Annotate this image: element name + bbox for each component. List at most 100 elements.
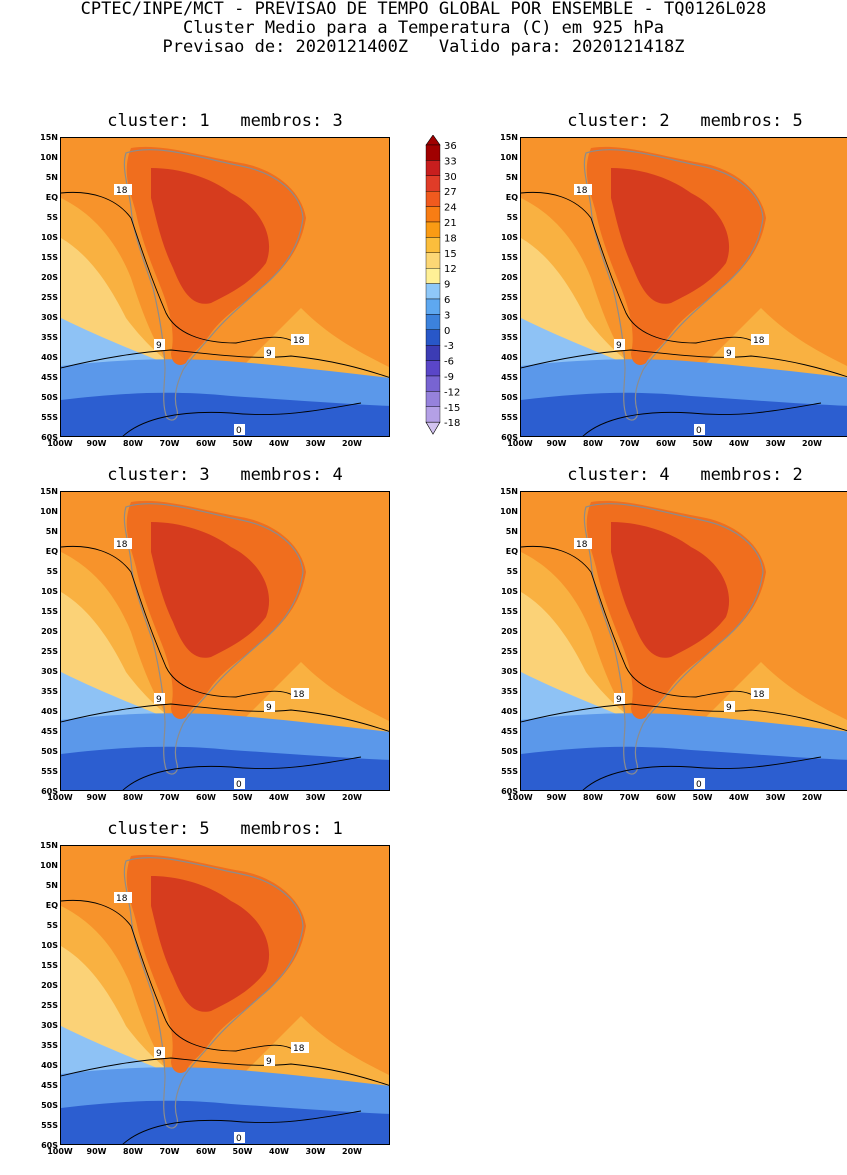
colorbar: 36 33 30 27 24 21 18 15 12 9 6 3 0 -3 -6 -9 -12 -15 -18 [420,134,480,443]
longitude-tick-label: 100W [507,439,533,448]
latitude-tick-label: 40S [41,707,58,716]
latitude-tick-label: 20S [501,273,518,282]
colorbar-bottom-arrow [425,421,441,435]
continent-outline [583,503,764,775]
latitude-tick-label: 45S [501,727,518,736]
longitude-tick-label: 70W [619,793,640,802]
longitude-tick-label: 50W [232,793,253,802]
latitude-tick-label: 40S [41,353,58,362]
colorbar-tick-label: 21 [444,218,457,229]
latitude-tick-label: 15S [41,253,58,262]
colorbar-tick-label: 9 [444,280,450,291]
panel-cluster-4: cluster: 4 membros: 2 18 18 9 9 0 15N 10N 5N EQ… [500,465,847,821]
longitude-tick-label: 30W [305,439,326,448]
latitude-tick-label: EQ [45,193,58,202]
contour-line-9 [521,703,847,732]
latitude-tick-label: 50S [41,1101,58,1110]
contour-label-box [154,1047,165,1058]
latitude-tick-label: 10S [41,941,58,950]
colorbar-tick-label: -15 [444,403,460,414]
colorbar-top-arrow [425,134,441,146]
panel-cluster-3: cluster: 3 membros: 4 18 18 9 9 0 15N 10N 5N EQ… [40,465,390,821]
longitude-tick-label: 80W [583,793,603,802]
contour-label: 0 [696,426,702,436]
colorbar-swatch [425,406,441,423]
colorbar-tick-label: 12 [444,264,457,275]
latitude-tick-label: 10N [40,507,58,516]
latitude-tick-label: 40S [501,707,518,716]
contour-label-box [291,334,309,345]
contour-label: 18 [576,186,588,196]
longitude-tick-label: 20W [342,439,362,448]
contour-label: 18 [293,690,305,700]
longitude-tick-label: 20W [802,793,822,802]
land-hot [151,168,270,304]
colorbar-swatch [425,252,441,269]
latitude-tick-label: 10S [41,233,58,242]
latitude-tick-label: 25S [41,647,58,656]
latitude-tick-label: 60S [41,787,58,796]
colorbar-swatch [425,360,441,377]
latitude-tick-label: 40S [41,1061,58,1070]
latitude-tick-label: 5N [45,527,58,536]
panel-cluster-2: cluster: 2 membros: 5 18 18 9 9 0 15N 10N 5N EQ… [500,111,847,467]
latitude-tick-label: 20S [41,273,58,282]
contour-label-box [751,688,769,699]
latitude-tick-label: EQ [45,901,58,910]
latitude-tick-label: 55S [501,767,518,776]
contour-label: 9 [726,349,732,359]
latitude-tick-label: 25S [501,293,518,302]
colorbar-swatch [425,191,441,207]
latitude-tick-label: 35S [41,1041,58,1050]
latitude-tick-label: 25S [501,647,518,656]
latitude-tick-label: 55S [501,413,518,422]
contour-label-box [114,184,132,195]
longitude-tick-label: 50W [232,1147,253,1156]
latitude-tick-label: 5S [46,921,58,930]
latitude-tick-label: 20S [41,627,58,636]
latitude-tick-label: 10N [500,153,518,162]
continent-outline [123,149,304,421]
latitude-tick-label: 50S [501,747,518,756]
contour-label: 0 [236,426,242,436]
longitude-tick-label: 90W [86,439,107,448]
colorbar-swatch [425,267,441,284]
latitude-tick-label: 35S [501,687,518,696]
panel-title: cluster: 1 membros: 3 [107,111,343,131]
contour-label-box [114,538,132,549]
contour-label-box [234,1132,245,1143]
latitude-tick-label: 55S [41,767,58,776]
contour-label-box [574,538,592,549]
latitude-tick-label: 25S [41,1001,58,1010]
latitude-tick-label: 5N [505,173,518,182]
longitude-tick-label: 70W [159,793,180,802]
colorbar-swatch [425,314,441,330]
colorbar-tick-label: -6 [444,357,454,368]
latitude-tick-label: 15N [500,487,518,496]
latitude-tick-label: 55S [41,413,58,422]
latitude-tick-label: 30S [501,667,518,676]
latitude-tick-label: 5N [45,173,58,182]
colorbar-tick-label: 24 [444,203,457,214]
latitude-tick-label: 20S [41,981,58,990]
latitude-tick-label: EQ [505,547,518,556]
longitude-tick-label: 20W [342,793,362,802]
colorbar-tick-label: -9 [444,372,454,383]
contour-label-box [264,701,275,712]
contour-line-18 [61,191,297,344]
longitude-tick-label: 30W [765,793,786,802]
longitude-tick-label: 30W [305,793,326,802]
latitude-tick-label: 5S [46,213,58,222]
latitude-tick-label: 30S [501,313,518,322]
contour-label: 0 [696,780,702,790]
contour-label-box [234,778,245,789]
colorbar-tick-label: 15 [444,249,457,260]
longitude-tick-label: 60W [196,1147,216,1156]
temperature-map: 18 18 9 9 0 [520,491,847,791]
colorbar-swatch [425,375,441,392]
contour-label-box [264,1055,275,1066]
land-hot [611,168,730,304]
latitude-tick-label: 15S [41,607,58,616]
colorbar-tick-label: 18 [444,233,457,244]
